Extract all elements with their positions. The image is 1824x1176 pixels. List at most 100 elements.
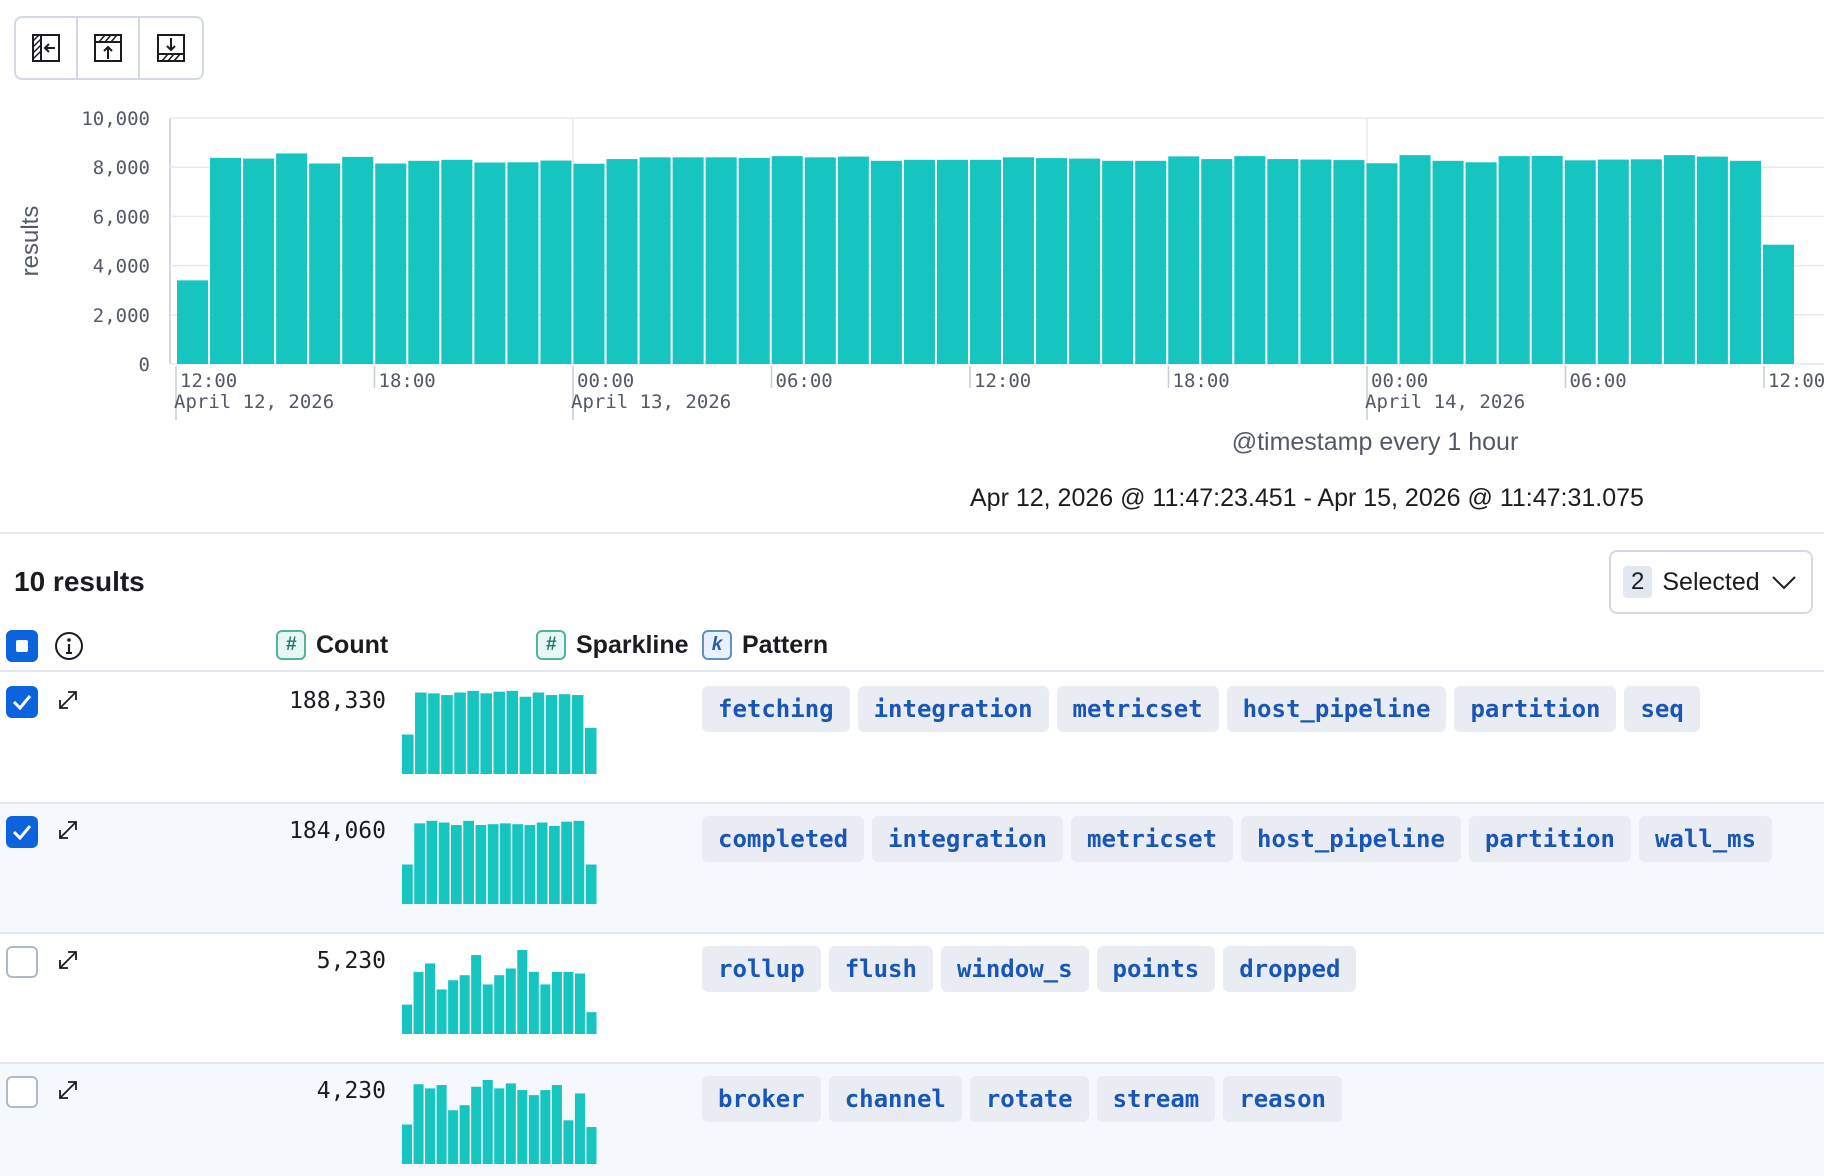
row-count: 188,330 [289, 688, 386, 714]
histogram-bar[interactable] [1300, 159, 1332, 364]
sparkline-bar [586, 1127, 597, 1164]
histogram-bar[interactable] [969, 159, 1002, 364]
row-checkbox[interactable] [6, 1076, 38, 1108]
histogram-bar[interactable] [540, 160, 572, 364]
histogram-bar[interactable] [1003, 157, 1035, 364]
row-count: 184,060 [289, 818, 386, 844]
column-header-pattern[interactable]: Pattern [742, 631, 829, 659]
divider [0, 532, 1824, 534]
pattern-token: points [1096, 946, 1216, 992]
histogram-bar[interactable] [1597, 159, 1629, 364]
sparkline-bar [532, 692, 545, 774]
row-checkbox[interactable] [6, 686, 38, 718]
column-header-count[interactable]: Count [316, 631, 389, 659]
histogram-bar[interactable] [1498, 156, 1530, 364]
histogram-bar[interactable] [1102, 160, 1134, 364]
histogram-bar[interactable] [1267, 159, 1299, 364]
select-all-checkbox[interactable] [6, 630, 38, 662]
histogram-bar[interactable] [1663, 155, 1695, 364]
histogram-bar[interactable] [1729, 160, 1761, 364]
sparkline-bar [505, 968, 516, 1034]
sparkline-bar [471, 1086, 482, 1164]
histogram-bar[interactable] [474, 162, 506, 364]
histogram-bar[interactable] [1762, 244, 1794, 364]
histogram-bar[interactable] [1399, 155, 1431, 364]
sparkline-bar [425, 963, 436, 1034]
sparkline-bar [563, 971, 574, 1034]
histogram-bar[interactable] [804, 157, 836, 364]
pattern-token: reason [1223, 1076, 1342, 1122]
histogram-bar[interactable] [408, 160, 440, 364]
pattern-token: metricset [1056, 686, 1219, 732]
selected-dropdown[interactable]: 2 Selected [1609, 550, 1813, 614]
info-icon[interactable] [54, 631, 84, 661]
expand-icon[interactable] [56, 1078, 80, 1102]
histogram-bar[interactable] [1168, 156, 1200, 364]
pattern-tokens: fetching integration metricset host_pipelin… [702, 686, 1700, 732]
histogram-bar[interactable] [870, 160, 902, 364]
sparkline-bar [540, 984, 551, 1034]
sparkline-bar [517, 950, 528, 1034]
histogram-bar[interactable] [639, 157, 671, 364]
histogram-bar[interactable] [1630, 159, 1662, 364]
sparkline-bar [549, 825, 560, 904]
sparkline-bar [573, 820, 585, 904]
histogram-bar[interactable] [936, 159, 968, 364]
histogram-bar[interactable] [177, 280, 209, 364]
histogram-bar[interactable] [1201, 159, 1233, 364]
sparkline-bar [438, 822, 450, 904]
histogram-bar[interactable] [1696, 156, 1728, 364]
row-checkbox[interactable] [6, 946, 38, 978]
selected-label: Selected [1662, 567, 1760, 596]
histogram-bar[interactable] [342, 156, 374, 364]
histogram-bar[interactable] [771, 156, 803, 364]
x-tick-label: 00:00 [577, 370, 634, 392]
histogram-bar[interactable] [243, 158, 275, 364]
histogram-bar[interactable] [210, 157, 242, 364]
pattern-token: integration [872, 816, 1063, 862]
row-checkbox[interactable] [6, 816, 38, 848]
histogram-bar[interactable] [276, 153, 308, 364]
column-header-sparkline[interactable]: Sparkline [576, 631, 689, 659]
histogram-bar[interactable] [1564, 160, 1596, 364]
x-tick-label: 18:00 [1173, 370, 1230, 392]
sparkline-bar [436, 989, 447, 1034]
sparkline-bar [426, 820, 438, 904]
download-button[interactable] [140, 18, 202, 78]
collapse-left-button[interactable] [16, 18, 78, 78]
pattern-token: rollup [702, 946, 821, 992]
upload-icon [94, 34, 122, 62]
sparkline-bar [402, 1004, 413, 1034]
histogram-bar[interactable] [573, 163, 605, 364]
table-row: 4,230 broker channel rotate stream reason [0, 1064, 1824, 1176]
table-row: 188,330 fetching integration metricset host_… [0, 674, 1824, 804]
histogram-bar[interactable] [738, 157, 770, 364]
histogram-bar[interactable] [903, 159, 935, 364]
sparkline-bar [413, 1084, 424, 1164]
expand-icon[interactable] [56, 948, 80, 972]
histogram-bar[interactable] [1432, 160, 1464, 364]
histogram-bar[interactable] [1234, 156, 1266, 364]
histogram-bar[interactable] [837, 156, 869, 364]
expand-icon[interactable] [56, 688, 80, 712]
upload-button[interactable] [78, 18, 140, 78]
histogram-bar[interactable] [507, 162, 539, 364]
histogram-bar[interactable] [375, 163, 407, 364]
histogram-bar[interactable] [606, 159, 638, 364]
histogram-bar[interactable] [1531, 155, 1563, 364]
histogram-bar[interactable] [1135, 160, 1167, 364]
histogram-bar[interactable] [1069, 158, 1101, 364]
expand-icon[interactable] [56, 818, 80, 842]
histogram-bar[interactable] [1333, 160, 1365, 364]
histogram-bar[interactable] [1366, 163, 1398, 364]
sparkline-bar [500, 823, 511, 904]
histogram-bar[interactable] [672, 157, 704, 364]
x-tick-label: 12:00 [974, 370, 1031, 392]
sparkline-bar [563, 1120, 574, 1164]
histogram-bar[interactable] [441, 159, 473, 364]
histogram-bar[interactable] [309, 163, 341, 364]
histogram-bar[interactable] [705, 157, 737, 364]
histogram-bar[interactable] [1036, 158, 1068, 364]
keyword-type-token: k [702, 630, 732, 660]
histogram-bar[interactable] [1465, 162, 1497, 364]
